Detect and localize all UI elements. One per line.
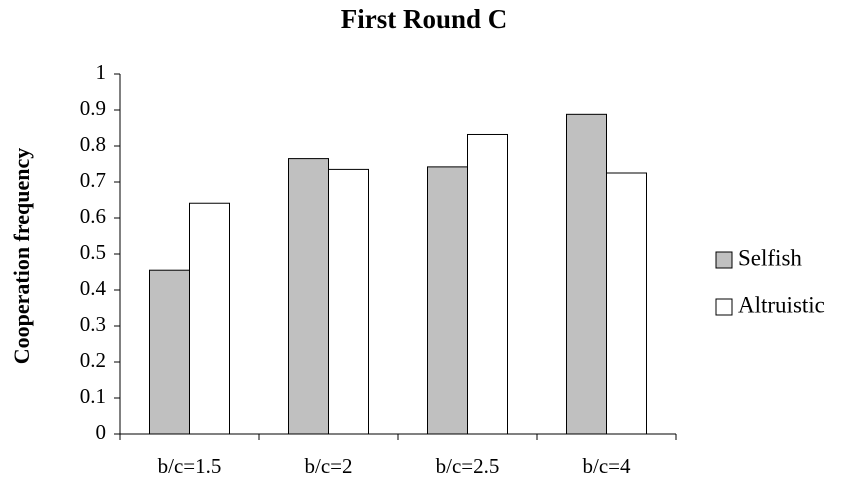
bar xyxy=(566,113,607,435)
x-tick-label: b/c=2.5 xyxy=(436,454,500,478)
x-tick-label: b/c=1.5 xyxy=(158,454,222,478)
y-tick-label: 0.6 xyxy=(80,204,106,228)
bar xyxy=(288,158,329,435)
bar xyxy=(467,133,508,435)
x-tick-label: b/c=2 xyxy=(305,454,353,478)
legend-swatch xyxy=(715,298,733,316)
bar xyxy=(149,269,190,435)
y-tick-label: 0.9 xyxy=(80,96,106,120)
bar xyxy=(427,166,468,435)
y-tick-label: 0 xyxy=(96,420,107,444)
legend-label: Altruistic xyxy=(738,292,825,317)
x-tick-label: b/c=4 xyxy=(583,454,631,478)
chart-title: First Round C xyxy=(341,4,508,34)
y-tick-label: 0.4 xyxy=(80,276,107,300)
y-tick-label: 0.3 xyxy=(80,312,106,336)
legend-label: Selfish xyxy=(738,245,802,270)
y-tick-label: 0.5 xyxy=(80,240,106,264)
y-tick-label: 0.8 xyxy=(80,132,106,156)
y-axis-label: Cooperation frequency xyxy=(9,148,34,365)
y-tick-label: 0.2 xyxy=(80,348,106,372)
y-tick-label: 1 xyxy=(96,60,107,84)
y-tick-label: 0.1 xyxy=(80,384,106,408)
bar xyxy=(189,202,230,435)
legend-swatch xyxy=(715,251,733,269)
bar xyxy=(606,172,647,435)
bar xyxy=(328,168,369,435)
y-tick-label: 0.7 xyxy=(80,168,106,192)
